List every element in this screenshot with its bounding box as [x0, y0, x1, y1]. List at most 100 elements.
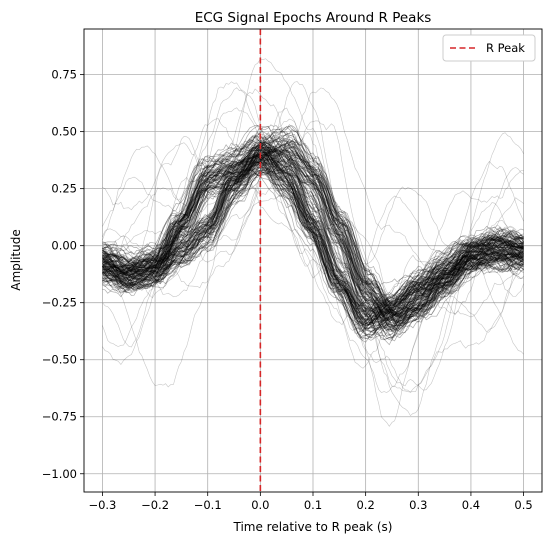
epoch-trace	[102, 151, 524, 318]
epoch-trace	[102, 131, 524, 310]
epoch-trace	[102, 137, 524, 332]
epoch-trace	[102, 155, 524, 313]
epoch-trace	[102, 81, 524, 265]
epoch-trace	[102, 157, 524, 314]
epoch-traces	[102, 58, 524, 427]
epoch-trace	[102, 166, 524, 321]
epoch-trace	[102, 134, 524, 324]
epoch-trace	[102, 169, 524, 318]
epoch-trace	[102, 126, 524, 331]
epoch-trace	[102, 157, 524, 322]
epoch-trace	[102, 142, 524, 334]
epoch-trace	[102, 141, 524, 339]
epoch-trace	[102, 157, 524, 331]
epoch-trace	[102, 153, 524, 308]
epoch-trace	[102, 151, 524, 317]
epoch-trace	[102, 151, 524, 322]
epoch-trace	[102, 159, 524, 326]
epoch-trace	[102, 161, 524, 326]
epoch-trace	[102, 146, 524, 339]
x-tick-label: −0.1	[194, 498, 222, 512]
epoch-trace	[102, 163, 524, 317]
epoch-trace	[102, 147, 524, 333]
epoch-trace	[102, 132, 524, 307]
epoch-trace	[102, 137, 524, 326]
epoch-trace	[102, 87, 524, 279]
epoch-trace	[102, 155, 524, 316]
epoch-trace	[102, 154, 524, 329]
epoch-trace	[102, 158, 524, 313]
epoch-trace	[102, 152, 524, 313]
epoch-trace	[102, 134, 524, 331]
y-axis-ticks: −1.00 −0.75 −0.50 −0.25 0.00 0.25 0.50 0.75	[42, 68, 84, 481]
epoch-trace	[102, 158, 524, 319]
epoch-trace	[102, 145, 524, 322]
epoch-trace	[102, 142, 524, 320]
epoch-trace	[102, 144, 524, 324]
x-tick-label: −0.3	[88, 498, 116, 512]
epoch-trace	[102, 149, 524, 313]
epoch-trace	[102, 147, 524, 337]
y-tick-label: 0.25	[51, 182, 77, 196]
epoch-trace	[102, 166, 524, 320]
epoch-trace	[102, 141, 524, 326]
epoch-trace	[102, 148, 524, 337]
epoch-trace	[102, 165, 524, 319]
epoch-trace	[102, 107, 524, 315]
epoch-trace	[102, 136, 524, 323]
epoch-trace	[102, 153, 524, 303]
y-tick-label: 0.75	[51, 68, 77, 82]
epoch-trace	[102, 163, 524, 348]
epoch-trace	[102, 149, 524, 312]
epoch-trace	[102, 147, 524, 318]
epoch-trace	[102, 88, 524, 393]
epoch-trace	[102, 107, 524, 417]
epoch-trace	[102, 131, 524, 341]
y-tick-label: −0.50	[42, 353, 77, 367]
epoch-trace	[102, 161, 524, 330]
epoch-trace	[102, 151, 524, 339]
epoch-trace	[102, 162, 524, 325]
epoch-trace	[102, 157, 524, 321]
epoch-trace	[102, 140, 524, 321]
epoch-trace	[102, 145, 524, 338]
epoch-trace	[102, 153, 524, 324]
epoch-trace	[102, 149, 524, 332]
epoch-trace	[102, 147, 524, 322]
epoch-trace	[102, 146, 524, 324]
epoch-trace	[102, 81, 524, 391]
x-tick-label: 0.3	[409, 498, 427, 512]
epoch-trace	[102, 125, 524, 327]
x-axis-label: Time relative to R peak (s)	[232, 520, 392, 534]
y-tick-label: 0.50	[51, 125, 77, 139]
x-tick-label: 0.1	[304, 498, 322, 512]
epoch-trace	[102, 143, 524, 332]
epoch-trace	[102, 148, 524, 304]
epoch-trace	[102, 135, 524, 325]
epoch-trace	[102, 142, 524, 310]
epoch-trace	[102, 151, 524, 328]
epoch-trace	[102, 142, 524, 306]
epoch-trace	[102, 137, 524, 336]
epoch-trace	[102, 138, 524, 318]
epoch-trace	[102, 155, 524, 327]
epoch-trace	[102, 164, 524, 307]
epoch-trace	[102, 137, 524, 316]
epoch-trace	[102, 149, 524, 320]
epoch-trace	[102, 118, 524, 326]
epoch-trace	[102, 139, 524, 320]
epoch-trace	[102, 141, 524, 322]
epoch-trace	[102, 153, 524, 339]
epoch-trace	[102, 198, 524, 393]
epoch-trace	[102, 149, 524, 340]
epoch-trace	[102, 165, 524, 324]
epoch-trace	[102, 143, 524, 346]
epoch-trace	[102, 143, 524, 320]
epoch-trace	[102, 158, 524, 328]
epoch-trace	[102, 139, 524, 322]
epoch-trace	[102, 143, 524, 313]
epoch-trace	[102, 146, 524, 329]
epoch-trace	[102, 146, 524, 341]
epoch-trace	[102, 145, 524, 310]
